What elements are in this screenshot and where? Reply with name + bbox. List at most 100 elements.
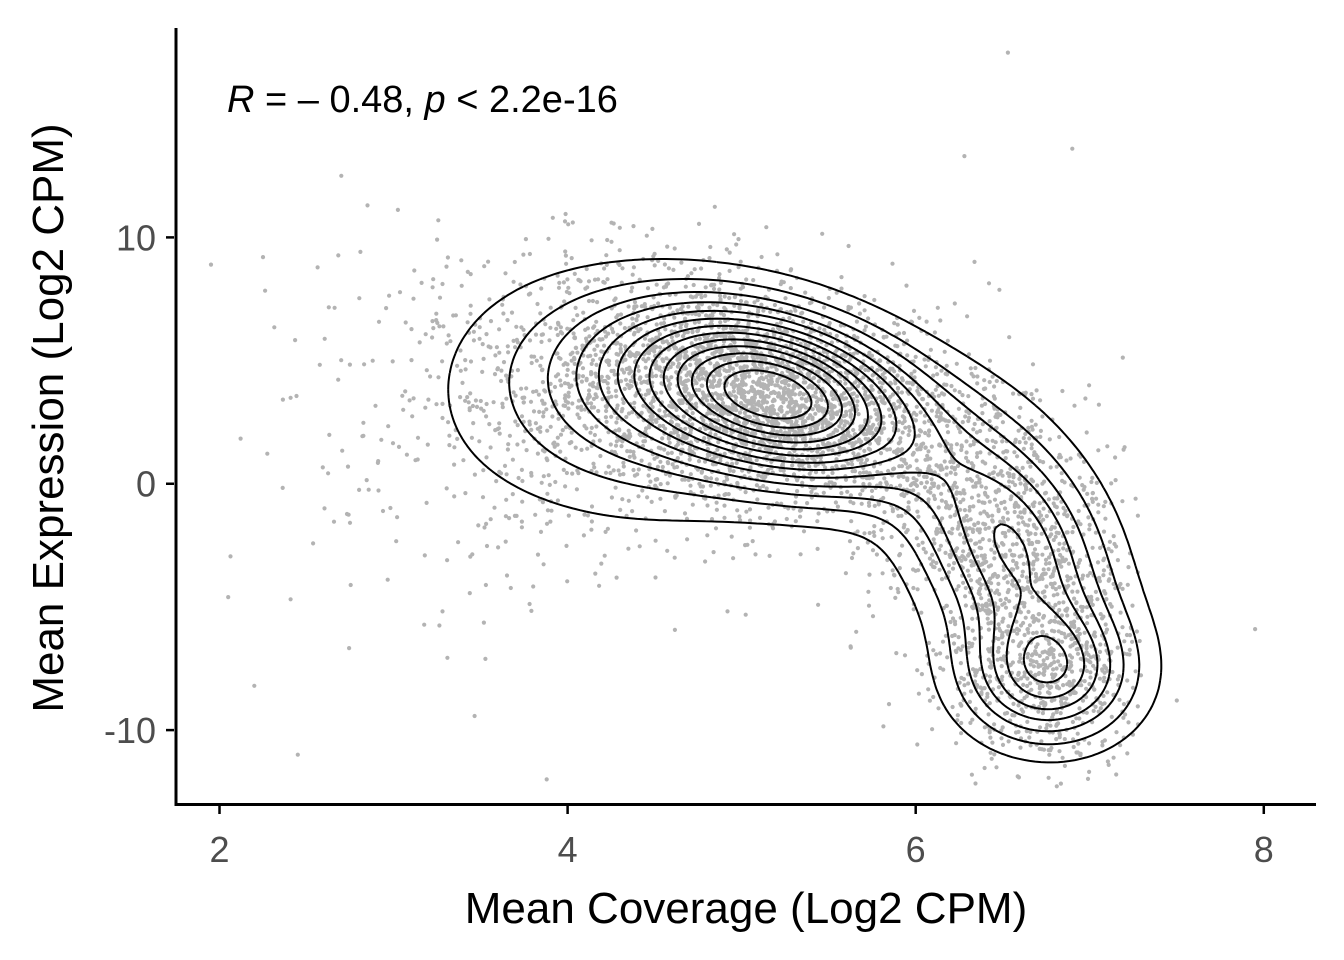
data-point xyxy=(792,376,797,381)
data-point xyxy=(1045,683,1050,688)
data-point xyxy=(521,400,526,405)
data-point xyxy=(822,327,827,332)
data-point xyxy=(696,459,702,464)
data-point xyxy=(954,485,959,490)
data-point xyxy=(922,420,927,425)
data-point xyxy=(604,408,609,414)
data-point xyxy=(912,369,917,374)
data-point xyxy=(1100,702,1105,707)
data-point xyxy=(1015,631,1020,636)
data-point xyxy=(631,352,636,357)
data-point xyxy=(995,574,1000,580)
data-point xyxy=(869,384,874,389)
data-point xyxy=(615,416,620,421)
data-point xyxy=(964,513,969,519)
data-point xyxy=(1017,476,1022,482)
data-point xyxy=(1114,730,1119,735)
data-point xyxy=(920,397,926,402)
data-point xyxy=(674,422,679,427)
data-point xyxy=(400,393,405,398)
data-point xyxy=(963,603,969,608)
data-point xyxy=(1031,664,1036,669)
data-point xyxy=(963,585,968,591)
data-point xyxy=(682,511,688,516)
data-point xyxy=(895,586,900,592)
data-point xyxy=(732,303,737,308)
data-point xyxy=(693,401,699,406)
data-point xyxy=(1044,726,1049,731)
data-point xyxy=(814,399,820,404)
data-point xyxy=(893,406,899,411)
data-point xyxy=(922,357,927,362)
data-point xyxy=(956,635,961,640)
data-point xyxy=(685,274,691,279)
data-point xyxy=(1045,665,1050,670)
data-point xyxy=(579,404,584,409)
data-point xyxy=(627,350,632,355)
data-point xyxy=(1066,633,1071,638)
data-point xyxy=(1010,713,1015,718)
data-point xyxy=(1010,480,1015,485)
data-point xyxy=(1025,719,1030,725)
data-point xyxy=(934,463,939,468)
data-point xyxy=(1088,675,1093,680)
data-point xyxy=(916,514,921,519)
data-point xyxy=(458,368,463,373)
data-point xyxy=(657,345,663,350)
data-point xyxy=(761,308,766,313)
data-point xyxy=(680,345,685,350)
data-point xyxy=(781,400,786,405)
data-point xyxy=(944,505,949,510)
data-point xyxy=(618,507,623,512)
data-point xyxy=(962,683,967,688)
data-point xyxy=(1123,712,1128,717)
data-point xyxy=(870,475,875,480)
data-point xyxy=(672,315,677,320)
data-point xyxy=(1065,578,1070,583)
data-point xyxy=(208,262,214,267)
data-point xyxy=(961,488,966,493)
data-point xyxy=(880,381,885,386)
data-point xyxy=(558,449,563,454)
data-point xyxy=(592,465,597,470)
data-point xyxy=(983,522,988,527)
data-point xyxy=(379,437,384,442)
data-point xyxy=(953,471,958,477)
data-point xyxy=(437,324,442,329)
data-point xyxy=(734,460,739,466)
data-point xyxy=(822,305,827,310)
data-point xyxy=(711,374,716,379)
data-point xyxy=(714,477,719,482)
data-point xyxy=(776,421,781,426)
data-point xyxy=(465,320,470,325)
data-point xyxy=(879,430,884,435)
data-point xyxy=(695,329,700,334)
data-point xyxy=(669,335,674,340)
data-point xyxy=(969,772,975,777)
data-point xyxy=(594,424,599,429)
data-point xyxy=(983,401,988,407)
data-point xyxy=(929,408,935,413)
data-point xyxy=(712,204,717,209)
data-point xyxy=(1087,522,1092,528)
data-point xyxy=(999,728,1004,733)
data-point xyxy=(662,262,668,267)
data-point xyxy=(738,426,743,431)
data-point xyxy=(943,633,949,638)
data-point xyxy=(580,366,586,371)
data-point xyxy=(752,362,757,367)
data-point xyxy=(1101,568,1106,573)
data-point xyxy=(1105,444,1110,449)
data-point xyxy=(872,503,877,508)
data-point xyxy=(411,296,416,301)
data-point xyxy=(946,563,952,568)
data-point xyxy=(588,430,593,435)
data-point xyxy=(1126,565,1131,570)
data-point xyxy=(529,360,534,366)
data-point xyxy=(1057,434,1062,440)
data-point xyxy=(687,398,692,403)
data-point xyxy=(716,493,721,498)
data-point xyxy=(1031,551,1036,556)
data-point xyxy=(575,468,580,473)
data-point xyxy=(1098,612,1103,617)
